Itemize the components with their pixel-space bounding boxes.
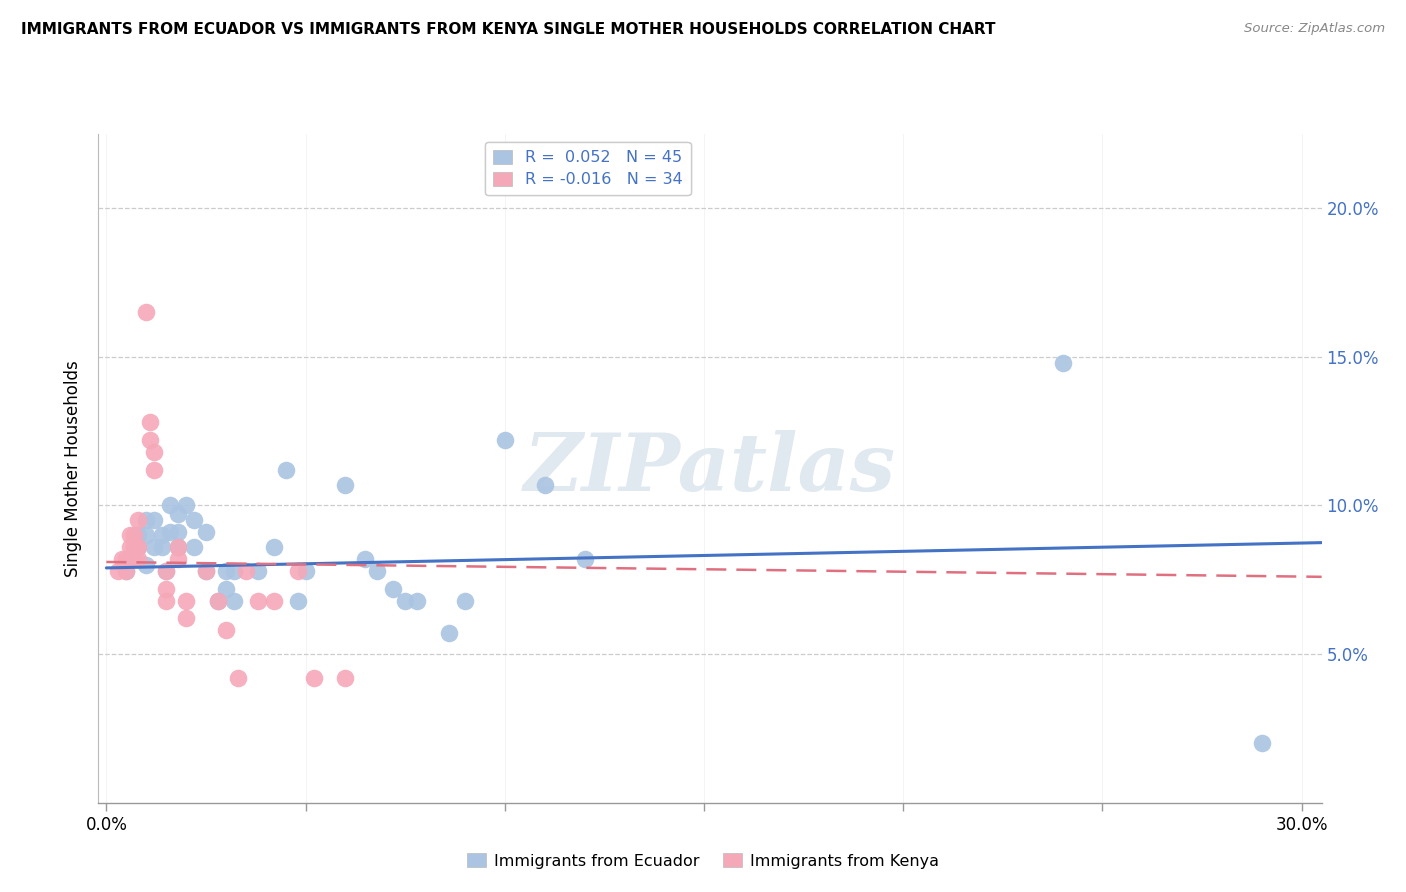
Point	[195, 564, 218, 578]
Text: ZIPatlas: ZIPatlas	[524, 430, 896, 507]
Point	[150, 540, 173, 554]
Point	[335, 671, 357, 685]
Point	[235, 564, 257, 578]
Point	[115, 564, 138, 578]
Point	[159, 499, 181, 513]
Point	[155, 564, 177, 578]
Point	[124, 528, 146, 542]
Point	[167, 540, 190, 554]
Point	[195, 525, 218, 540]
Point	[143, 463, 166, 477]
Point	[215, 582, 238, 596]
Point	[263, 540, 285, 554]
Point	[274, 463, 297, 477]
Point	[143, 513, 166, 527]
Point	[135, 558, 157, 572]
Point	[143, 540, 166, 554]
Point	[139, 415, 162, 429]
Point	[263, 593, 285, 607]
Point	[1052, 356, 1074, 370]
Point	[159, 525, 181, 540]
Point	[335, 477, 357, 491]
Point	[222, 564, 245, 578]
Point	[302, 671, 325, 685]
Point	[139, 433, 162, 447]
Point	[143, 445, 166, 459]
Point	[437, 626, 460, 640]
Point	[127, 552, 149, 566]
Point	[454, 593, 477, 607]
Text: Source: ZipAtlas.com: Source: ZipAtlas.com	[1244, 22, 1385, 36]
Point	[207, 593, 229, 607]
Point	[111, 552, 134, 566]
Point	[127, 540, 149, 554]
Point	[174, 593, 197, 607]
Point	[294, 564, 316, 578]
Point	[215, 564, 238, 578]
Point	[120, 540, 142, 554]
Point	[150, 528, 173, 542]
Point	[155, 582, 177, 596]
Point	[124, 549, 146, 563]
Point	[127, 540, 149, 554]
Point	[120, 528, 142, 542]
Point	[366, 564, 388, 578]
Y-axis label: Single Mother Households: Single Mother Households	[65, 360, 83, 576]
Point	[174, 611, 197, 625]
Legend: R =  0.052   N = 45, R = -0.016   N = 34: R = 0.052 N = 45, R = -0.016 N = 34	[485, 142, 690, 195]
Point	[394, 593, 416, 607]
Point	[246, 593, 269, 607]
Point	[115, 552, 138, 566]
Point	[167, 508, 190, 522]
Point	[287, 564, 309, 578]
Point	[382, 582, 405, 596]
Point	[406, 593, 429, 607]
Point	[533, 477, 555, 491]
Point	[287, 593, 309, 607]
Point	[207, 593, 229, 607]
Point	[167, 552, 190, 566]
Point	[135, 305, 157, 319]
Point	[174, 499, 197, 513]
Legend: Immigrants from Ecuador, Immigrants from Kenya: Immigrants from Ecuador, Immigrants from…	[460, 847, 946, 875]
Point	[155, 593, 177, 607]
Point	[127, 528, 149, 542]
Point	[127, 513, 149, 527]
Text: IMMIGRANTS FROM ECUADOR VS IMMIGRANTS FROM KENYA SINGLE MOTHER HOUSEHOLDS CORREL: IMMIGRANTS FROM ECUADOR VS IMMIGRANTS FR…	[21, 22, 995, 37]
Point	[124, 540, 146, 554]
Point	[354, 552, 377, 566]
Point	[226, 671, 249, 685]
Point	[222, 593, 245, 607]
Point	[1250, 736, 1272, 750]
Point	[215, 624, 238, 638]
Point	[135, 513, 157, 527]
Point	[195, 564, 218, 578]
Point	[574, 552, 596, 566]
Point	[115, 564, 138, 578]
Point	[167, 525, 190, 540]
Point	[155, 564, 177, 578]
Point	[167, 540, 190, 554]
Point	[124, 552, 146, 566]
Point	[107, 564, 129, 578]
Point	[183, 540, 205, 554]
Point	[246, 564, 269, 578]
Point	[494, 433, 516, 447]
Point	[183, 513, 205, 527]
Point	[135, 528, 157, 542]
